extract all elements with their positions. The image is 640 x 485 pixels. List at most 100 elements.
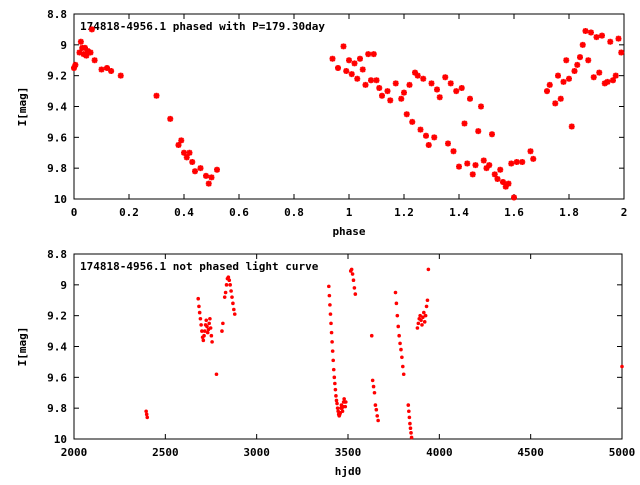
y-tick-label: 9.6 <box>47 371 67 384</box>
plot-frame <box>73 13 625 200</box>
data-point <box>399 347 403 352</box>
x-tick-label: 2000 <box>61 446 88 459</box>
data-point <box>376 418 380 423</box>
data-point <box>445 140 451 147</box>
data-point <box>362 81 369 88</box>
data-point <box>108 68 115 75</box>
data-point <box>83 52 90 59</box>
data-point <box>344 400 348 404</box>
data-point <box>511 194 517 201</box>
data-point <box>328 312 333 316</box>
data-point <box>596 69 603 76</box>
data-point <box>205 330 210 335</box>
data-point <box>412 69 418 76</box>
data-point <box>453 88 460 95</box>
data-point <box>145 415 150 420</box>
data-point <box>409 431 413 435</box>
data-point <box>327 284 331 289</box>
data-point <box>434 86 440 93</box>
data-point <box>329 55 336 62</box>
data-point <box>342 397 346 401</box>
x-tick-label: 3000 <box>243 446 270 459</box>
data-point <box>371 384 376 389</box>
plot-frame <box>73 253 623 440</box>
data-point <box>489 131 495 138</box>
data-point <box>189 159 196 165</box>
x-tick-label: 4500 <box>517 446 544 459</box>
data-point <box>398 95 405 102</box>
chart-title: 174818-4956.1 phased with P=179.30day <box>80 20 325 33</box>
data-point <box>409 118 416 125</box>
data-point <box>226 275 231 279</box>
data-point <box>205 180 212 187</box>
data-point <box>403 111 410 118</box>
data-point <box>571 68 578 75</box>
data-point <box>82 44 88 51</box>
data-point <box>588 29 594 36</box>
data-point <box>207 321 211 326</box>
y-tick-label: 10 <box>54 193 67 206</box>
x-tick-label: 1.2 <box>394 206 414 219</box>
data-point <box>475 128 482 135</box>
data-point <box>400 355 404 360</box>
data-point <box>420 75 427 82</box>
data-point <box>610 77 616 84</box>
data-point <box>343 404 348 409</box>
data-point <box>502 183 509 190</box>
data-point <box>354 75 361 82</box>
data-point <box>464 160 471 167</box>
x-tick-label: 0.8 <box>284 206 304 219</box>
data-point <box>544 88 550 95</box>
data-point <box>423 132 429 139</box>
y-tick-label: 9.2 <box>47 310 67 323</box>
data-point <box>175 142 182 149</box>
data-point <box>373 77 380 84</box>
data-point <box>214 372 219 377</box>
data-point <box>486 162 493 169</box>
data-point <box>329 321 333 326</box>
data-point <box>414 72 421 79</box>
x-tick-label: 1.8 <box>559 206 579 219</box>
data-point <box>406 403 411 407</box>
data-point <box>201 338 206 343</box>
data-point <box>555 72 561 79</box>
data-point <box>566 75 572 82</box>
data-point <box>214 166 220 173</box>
data-point <box>329 330 334 335</box>
data-point <box>332 375 337 380</box>
data-point <box>144 412 149 417</box>
data-point <box>392 80 399 87</box>
data-point <box>330 340 334 344</box>
data-point <box>620 364 624 369</box>
data-point <box>568 123 575 130</box>
data-point <box>401 364 405 369</box>
data-point <box>397 333 401 338</box>
data-point <box>232 307 236 312</box>
x-tick-label: 2500 <box>152 446 179 459</box>
data-point <box>494 175 501 182</box>
data-point <box>104 64 110 71</box>
data-point <box>351 60 358 67</box>
data-point <box>505 180 512 187</box>
y-tick-label: 10 <box>54 433 67 446</box>
data-point <box>500 179 506 186</box>
data-point <box>91 57 98 64</box>
data-point <box>227 278 232 283</box>
data-point <box>394 301 399 306</box>
data-point <box>153 92 160 99</box>
data-point <box>370 378 375 383</box>
data-point <box>530 155 537 162</box>
data-point <box>340 409 345 414</box>
data-point <box>202 329 207 333</box>
data-point <box>426 267 431 272</box>
data-point <box>431 134 438 141</box>
data-point <box>423 313 428 318</box>
data-point <box>469 171 476 178</box>
y-tick-label: 8.8 <box>47 8 67 21</box>
data-point <box>615 35 622 42</box>
data-point <box>204 318 209 323</box>
data-point <box>87 49 94 56</box>
data-point <box>196 296 201 301</box>
